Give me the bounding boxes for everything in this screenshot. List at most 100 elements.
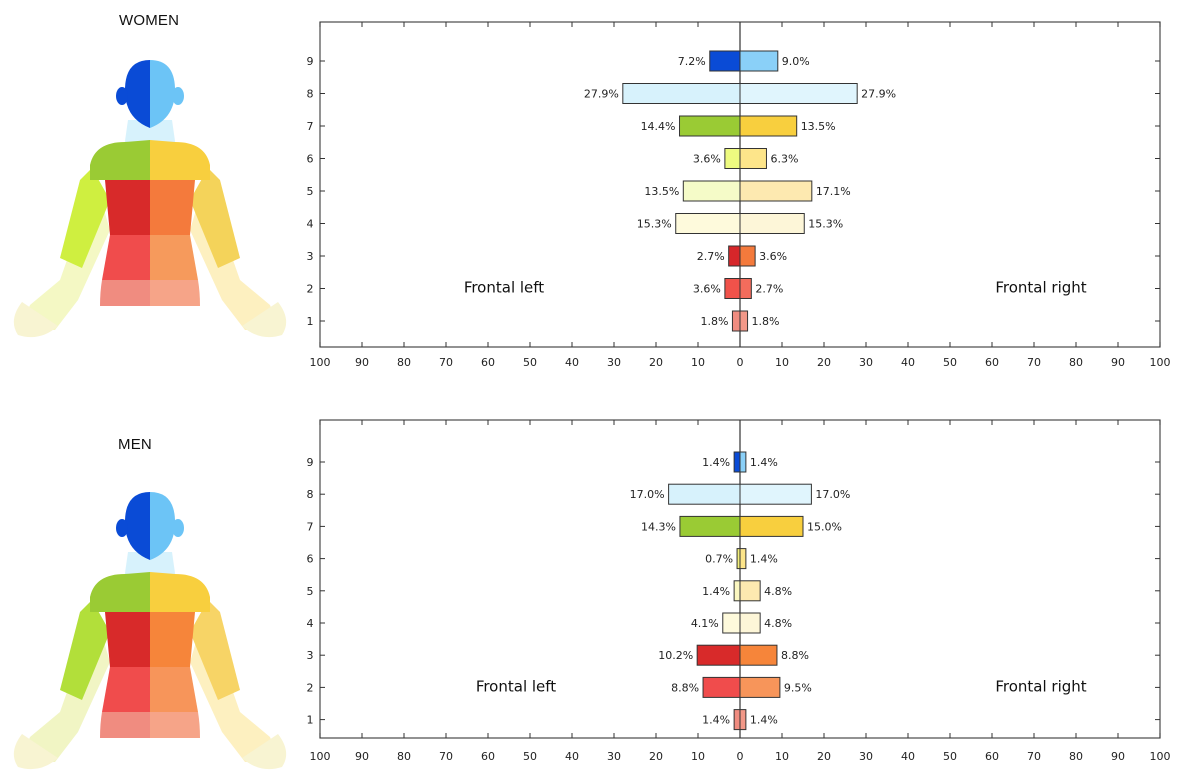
x-tick-label: 80 (1069, 356, 1083, 369)
x-tick-label: 100 (1150, 750, 1171, 763)
data-label-right: 4.8% (764, 585, 792, 598)
x-tick-label: 90 (355, 750, 369, 763)
bar-frontal-left (731, 310, 741, 332)
x-tick-label: 100 (310, 356, 331, 369)
x-tick-label: 60 (481, 750, 495, 763)
x-tick-label: 0 (737, 750, 744, 763)
y-tick-label: 3 (307, 649, 314, 662)
bar-frontal-left (682, 180, 741, 202)
bar-frontal-left (675, 213, 741, 234)
bar-frontal-left (622, 83, 741, 104)
waist-left (102, 235, 150, 280)
chest-left (105, 612, 150, 667)
data-label-left: 3.6% (693, 283, 721, 296)
x-tick-label: 70 (1027, 356, 1041, 369)
data-label-right: 27.9% (861, 88, 896, 101)
data-label-right: 3.6% (759, 250, 787, 263)
bar-frontal-left (709, 50, 741, 72)
hip-right (150, 712, 200, 738)
x-tick-label: 100 (1150, 356, 1171, 369)
bar-frontal-right (739, 278, 752, 299)
y-tick-label: 5 (307, 185, 314, 198)
data-label-left: 14.3% (641, 520, 676, 533)
data-label-right: 1.4% (750, 456, 778, 469)
data-label-right: 1.4% (750, 714, 778, 727)
x-tick-label: 40 (565, 356, 579, 369)
ear-right (172, 87, 184, 105)
y-tick-label: 2 (307, 681, 314, 694)
chest-left (105, 180, 150, 235)
x-tick-label: 20 (649, 750, 663, 763)
bar-frontal-right (739, 548, 747, 570)
data-label-left: 4.1% (691, 617, 719, 630)
x-tick-label: 10 (775, 750, 789, 763)
chest-right (150, 180, 195, 235)
x-tick-label: 80 (1069, 750, 1083, 763)
bar-frontal-right (739, 148, 767, 169)
shoulder-right (150, 572, 210, 612)
upper-arm-right (190, 168, 240, 268)
hip-right (150, 280, 200, 306)
x-tick-label: 30 (607, 750, 621, 763)
series-label-frontal-left: Frontal left (476, 677, 556, 695)
x-tick-label: 30 (607, 356, 621, 369)
bar-frontal-right (739, 612, 761, 634)
x-tick-label: 50 (943, 750, 957, 763)
x-tick-label: 40 (901, 356, 915, 369)
men-body-figure (13, 492, 287, 770)
x-tick-label: 20 (649, 356, 663, 369)
hip-left (100, 280, 150, 306)
data-label-left: 27.9% (584, 88, 619, 101)
bar-frontal-left (679, 115, 741, 137)
data-label-left: 0.7% (705, 553, 733, 566)
bar-frontal-right (739, 245, 756, 267)
data-label-right: 1.4% (750, 553, 778, 566)
upper-arm-right (190, 600, 240, 700)
bar-frontal-right (739, 213, 805, 234)
waist-left (102, 667, 150, 712)
data-label-right: 13.5% (801, 120, 836, 133)
head-right (150, 492, 176, 560)
data-label-right: 6.3% (770, 153, 798, 166)
bar-frontal-right (739, 644, 778, 666)
bar-frontal-left (702, 676, 741, 698)
x-tick-label: 80 (397, 356, 411, 369)
x-tick-label: 30 (859, 750, 873, 763)
data-label-right: 17.0% (815, 488, 850, 501)
bar-frontal-left (733, 451, 741, 473)
bar-frontal-right (739, 709, 747, 731)
y-tick-label: 3 (307, 250, 314, 263)
chest-right (150, 612, 195, 667)
data-label-left: 3.6% (693, 153, 721, 166)
shoulder-right (150, 140, 210, 180)
data-label-right: 1.8% (752, 315, 780, 328)
x-tick-label: 10 (691, 750, 705, 763)
y-tick-label: 1 (307, 315, 314, 328)
y-tick-label: 6 (307, 553, 314, 566)
waist-right (150, 667, 198, 712)
x-tick-label: 50 (523, 356, 537, 369)
data-label-left: 2.7% (697, 250, 725, 263)
bar-frontal-right (739, 451, 747, 473)
bar-frontal-right (739, 180, 813, 202)
panel-title-men: MEN (118, 436, 152, 453)
data-label-right: 4.8% (764, 617, 792, 630)
bar-frontal-left (722, 612, 741, 634)
data-label-right: 8.8% (781, 649, 809, 662)
data-label-left: 13.5% (644, 185, 679, 198)
x-tick-label: 70 (1027, 750, 1041, 763)
data-label-left: 17.0% (630, 488, 665, 501)
men-panel: MEN 100 90 80 70 60 50 40 30 20 10 0 10 20 30 40 50 60 70… (0, 404, 1177, 770)
data-label-right: 15.0% (807, 520, 842, 533)
bar-frontal-right (739, 515, 804, 537)
data-label-left: 8.8% (671, 681, 699, 694)
data-label-right: 17.1% (816, 185, 851, 198)
y-tick-label: 8 (307, 488, 314, 501)
bar-frontal-right (739, 676, 781, 698)
x-tick-label: 30 (859, 356, 873, 369)
shoulder-left (90, 572, 150, 612)
hand-left (13, 734, 58, 770)
x-tick-label: 10 (775, 356, 789, 369)
neck (124, 120, 176, 148)
y-tick-label: 9 (307, 456, 314, 469)
